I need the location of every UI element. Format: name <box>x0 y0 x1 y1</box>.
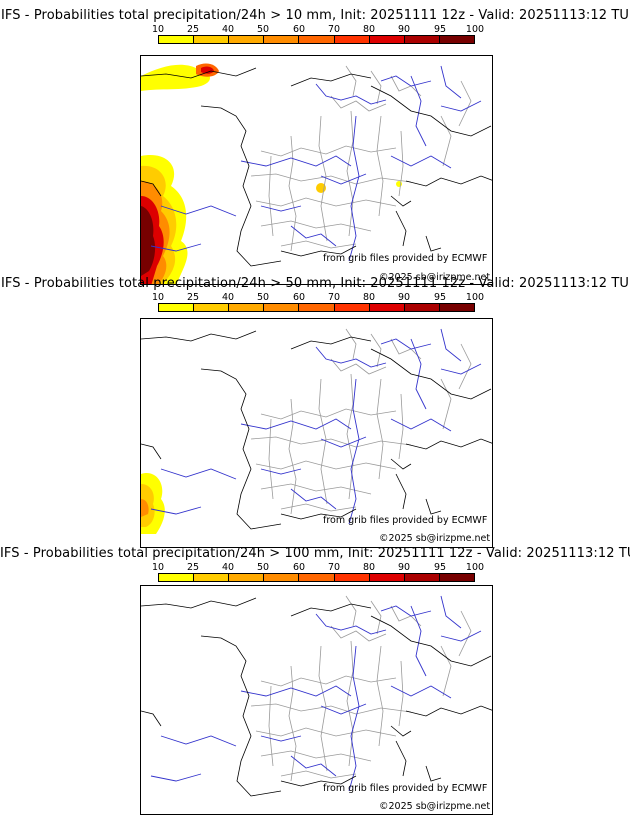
colorbar-tick: 95 <box>433 562 447 573</box>
colorbar-tick: 95 <box>433 292 447 303</box>
panel-10mm: IFS - Probabilities total precipitation/… <box>0 8 630 285</box>
colorbar-tick: 10 <box>151 562 165 573</box>
colorbar-tick: 80 <box>362 24 376 35</box>
panel-title: IFS - Probabilities total precipitation/… <box>0 546 630 561</box>
colorbar-tick: 100 <box>465 562 485 573</box>
probability-area-80 <box>201 66 214 74</box>
credit-source: from grib files provided by ECMWF <box>323 253 488 264</box>
colorbar-labels: 10 25 40 50 60 70 80 90 95 100 <box>150 292 490 303</box>
colorbar-tick: 40 <box>221 292 235 303</box>
map-frame: from grib files provided by ECMWF ©2025 … <box>140 55 493 285</box>
colorbar-tick: 25 <box>186 24 200 35</box>
credit-source: from grib files provided by ECMWF <box>323 783 488 794</box>
colorbar-tick: 95 <box>433 24 447 35</box>
credit-source: from grib files provided by ECMWF <box>323 515 488 526</box>
colorbar-labels: 10 25 40 50 60 70 80 90 95 100 <box>150 562 490 573</box>
probability-area-10 <box>141 64 211 91</box>
colorbar-tick: 40 <box>221 562 235 573</box>
colorbar-tick: 100 <box>465 24 485 35</box>
colorbar-tick: 70 <box>327 24 341 35</box>
colorbar-labels: 10 25 40 50 60 70 80 90 95 100 <box>150 24 490 35</box>
colorbar-tick: 50 <box>256 562 270 573</box>
credit-copyright: ©2025 sb@irizpme.net <box>379 533 491 544</box>
colorbar-tick: 60 <box>292 562 306 573</box>
colorbar-tick: 100 <box>465 292 485 303</box>
panel-title: IFS - Probabilities total precipitation/… <box>0 8 630 23</box>
colorbar <box>158 573 475 582</box>
colorbar-tick: 50 <box>256 292 270 303</box>
probability-area-95 <box>141 206 156 276</box>
colorbar-tick: 25 <box>186 562 200 573</box>
colorbar-tick: 80 <box>362 292 376 303</box>
colorbar-tick: 90 <box>397 24 411 35</box>
panel-title: IFS - Probabilities total precipitation/… <box>0 276 630 291</box>
colorbar-tick: 60 <box>292 292 306 303</box>
colorbar-tick: 80 <box>362 562 376 573</box>
colorbar-tick: 90 <box>397 292 411 303</box>
credit-copyright: ©2025 sb@irizpme.net <box>379 801 491 812</box>
colorbar <box>158 303 475 312</box>
colorbar-tick: 70 <box>327 562 341 573</box>
colorbar-tick: 10 <box>151 292 165 303</box>
colorbar-tick: 60 <box>292 24 306 35</box>
map-frame: from grib files provided by ECMWF ©2025 … <box>140 318 493 548</box>
precipitation-map <box>141 63 492 284</box>
colorbar-tick: 70 <box>327 292 341 303</box>
credit-copyright: ©2025 sb@irizpme.net <box>379 272 491 283</box>
colorbar-tick: 40 <box>221 24 235 35</box>
precipitation-map <box>141 328 492 534</box>
colorbar-tick: 25 <box>186 292 200 303</box>
colorbar-tick: 50 <box>256 24 270 35</box>
colorbar-tick: 90 <box>397 562 411 573</box>
panel-100mm: IFS - Probabilities total precipitation/… <box>0 546 630 816</box>
probability-area-50 <box>141 499 149 517</box>
map-frame: from grib files provided by ECMWF ©2025 … <box>140 585 493 815</box>
panel-50mm: IFS - Probabilities total precipitation/… <box>0 276 630 548</box>
colorbar <box>158 35 475 44</box>
precipitation-map <box>141 595 492 797</box>
colorbar-tick: 10 <box>151 24 165 35</box>
